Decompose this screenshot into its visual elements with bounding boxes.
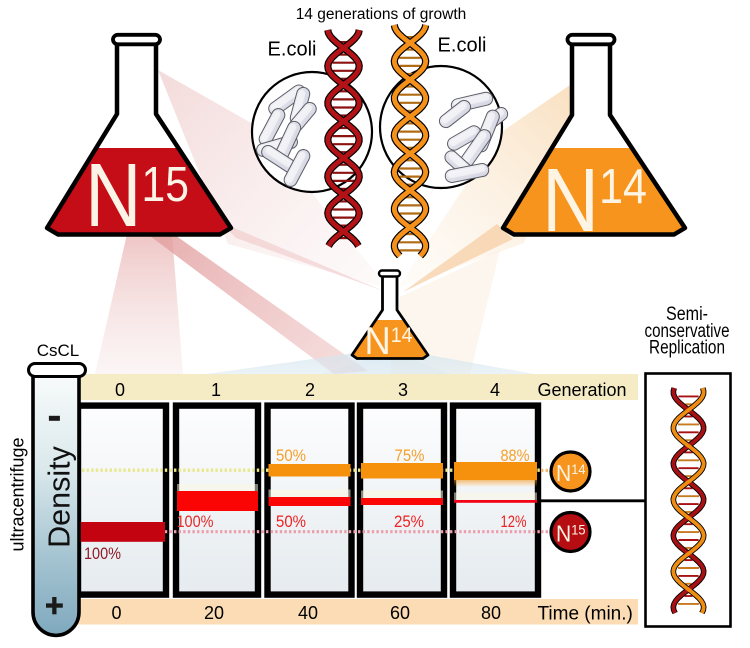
svg-text:100%: 100% xyxy=(177,512,214,531)
svg-text:50%: 50% xyxy=(276,512,306,531)
svg-text:0: 0 xyxy=(115,380,125,400)
svg-text:Time (min.): Time (min.) xyxy=(538,604,633,625)
svg-text:100%: 100% xyxy=(84,544,121,563)
svg-text:conservative: conservative xyxy=(645,321,730,342)
svg-text:N14: N14 xyxy=(365,320,413,363)
svg-text:80: 80 xyxy=(481,603,501,623)
svg-text:N15: N15 xyxy=(85,146,189,246)
svg-text:Semi-: Semi- xyxy=(666,304,708,325)
svg-text:E.coli: E.coli xyxy=(268,39,317,61)
svg-text:E.coli: E.coli xyxy=(438,35,487,57)
svg-text:2: 2 xyxy=(305,380,315,400)
svg-text:Replication: Replication xyxy=(649,338,725,359)
svg-text:75%: 75% xyxy=(395,446,425,465)
svg-text:3: 3 xyxy=(398,380,408,400)
svg-text:CsCL: CsCL xyxy=(37,341,80,360)
svg-text:Density: Density xyxy=(43,445,77,547)
svg-text:12%: 12% xyxy=(501,512,527,531)
svg-text:20: 20 xyxy=(204,603,224,623)
svg-text:Generation: Generation xyxy=(538,380,627,400)
svg-text:60: 60 xyxy=(390,603,410,623)
svg-text:1: 1 xyxy=(211,380,221,400)
svg-text:50%: 50% xyxy=(276,446,306,465)
svg-text:25%: 25% xyxy=(394,512,424,531)
svg-text:ultracentrifuge: ultracentrifuge xyxy=(8,437,28,551)
svg-text:4: 4 xyxy=(490,380,500,400)
svg-text:0: 0 xyxy=(111,603,121,623)
svg-text:88%: 88% xyxy=(501,446,530,465)
svg-text:14 generations of growth: 14 generations of growth xyxy=(296,6,467,23)
svg-text:40: 40 xyxy=(298,603,318,623)
